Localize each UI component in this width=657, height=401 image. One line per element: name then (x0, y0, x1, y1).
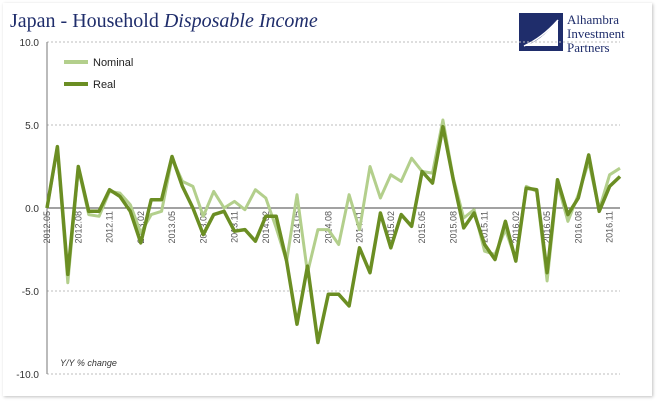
y-tick-label: 0.0 (25, 204, 39, 215)
chart-title: Japan - Household Disposable Income (10, 10, 318, 33)
x-tick-label: 2015.02 (386, 211, 396, 244)
x-axis-ticks: 2012.05 2012.08 2012.11 2013.02 2013.05 2013.… (42, 211, 615, 244)
logo-line-3: Partners (567, 40, 610, 55)
legend-label-real: Real (93, 79, 116, 91)
alhambra-logo-icon (519, 13, 563, 51)
x-tick-label: 2014.05 (292, 211, 302, 244)
x-tick-label: 2016.02 (511, 211, 521, 244)
y-axis-ticks: 10.0 5.0 0.0 -5.0 -10.0 (16, 38, 39, 381)
title-italic: Disposable Income (163, 10, 318, 32)
x-tick-label: 2014.08 (323, 211, 333, 244)
x-tick-label: 2015.05 (417, 211, 427, 244)
logo-text: Alhambra Investment Partners (567, 13, 625, 55)
x-tick-label: 2016.11 (605, 211, 615, 243)
chart-frame (3, 3, 652, 396)
x-tick-label: 2016.08 (573, 211, 583, 244)
x-tick-label: 2012.11 (105, 211, 115, 243)
legend-label-nominal: Nominal (93, 57, 133, 69)
legend: Nominal Real (64, 57, 133, 91)
x-tick-label: 2014.02 (261, 211, 271, 244)
x-tick-label: 2013.08 (198, 211, 208, 244)
y-tick-label: 5.0 (25, 121, 39, 132)
y-tick-label: -5.0 (22, 287, 40, 298)
series-lines (45, 118, 622, 345)
logo-line-1: Alhambra (567, 12, 619, 27)
x-tick-label: 2012.08 (73, 211, 83, 244)
x-tick-label: 2015.11 (480, 211, 490, 243)
x-tick-label: 2013.11 (230, 211, 240, 243)
x-tick-label: 2016.05 (542, 211, 552, 244)
y-tick-label: -10.0 (16, 370, 39, 381)
x-tick-label: 2015.08 (448, 211, 458, 244)
x-tick-label: 2012.05 (42, 211, 52, 244)
y-axis-label: Y/Y % change (60, 358, 117, 368)
title-plain: Japan - Household (10, 10, 159, 32)
series-line-nominal (45, 118, 621, 285)
x-tick-label: 2013.02 (136, 211, 146, 244)
y-tick-label: 10.0 (20, 38, 40, 49)
x-tick-label: 2013.05 (167, 211, 177, 244)
logo-line-2: Investment (567, 26, 625, 41)
series-line-real (45, 124, 622, 345)
